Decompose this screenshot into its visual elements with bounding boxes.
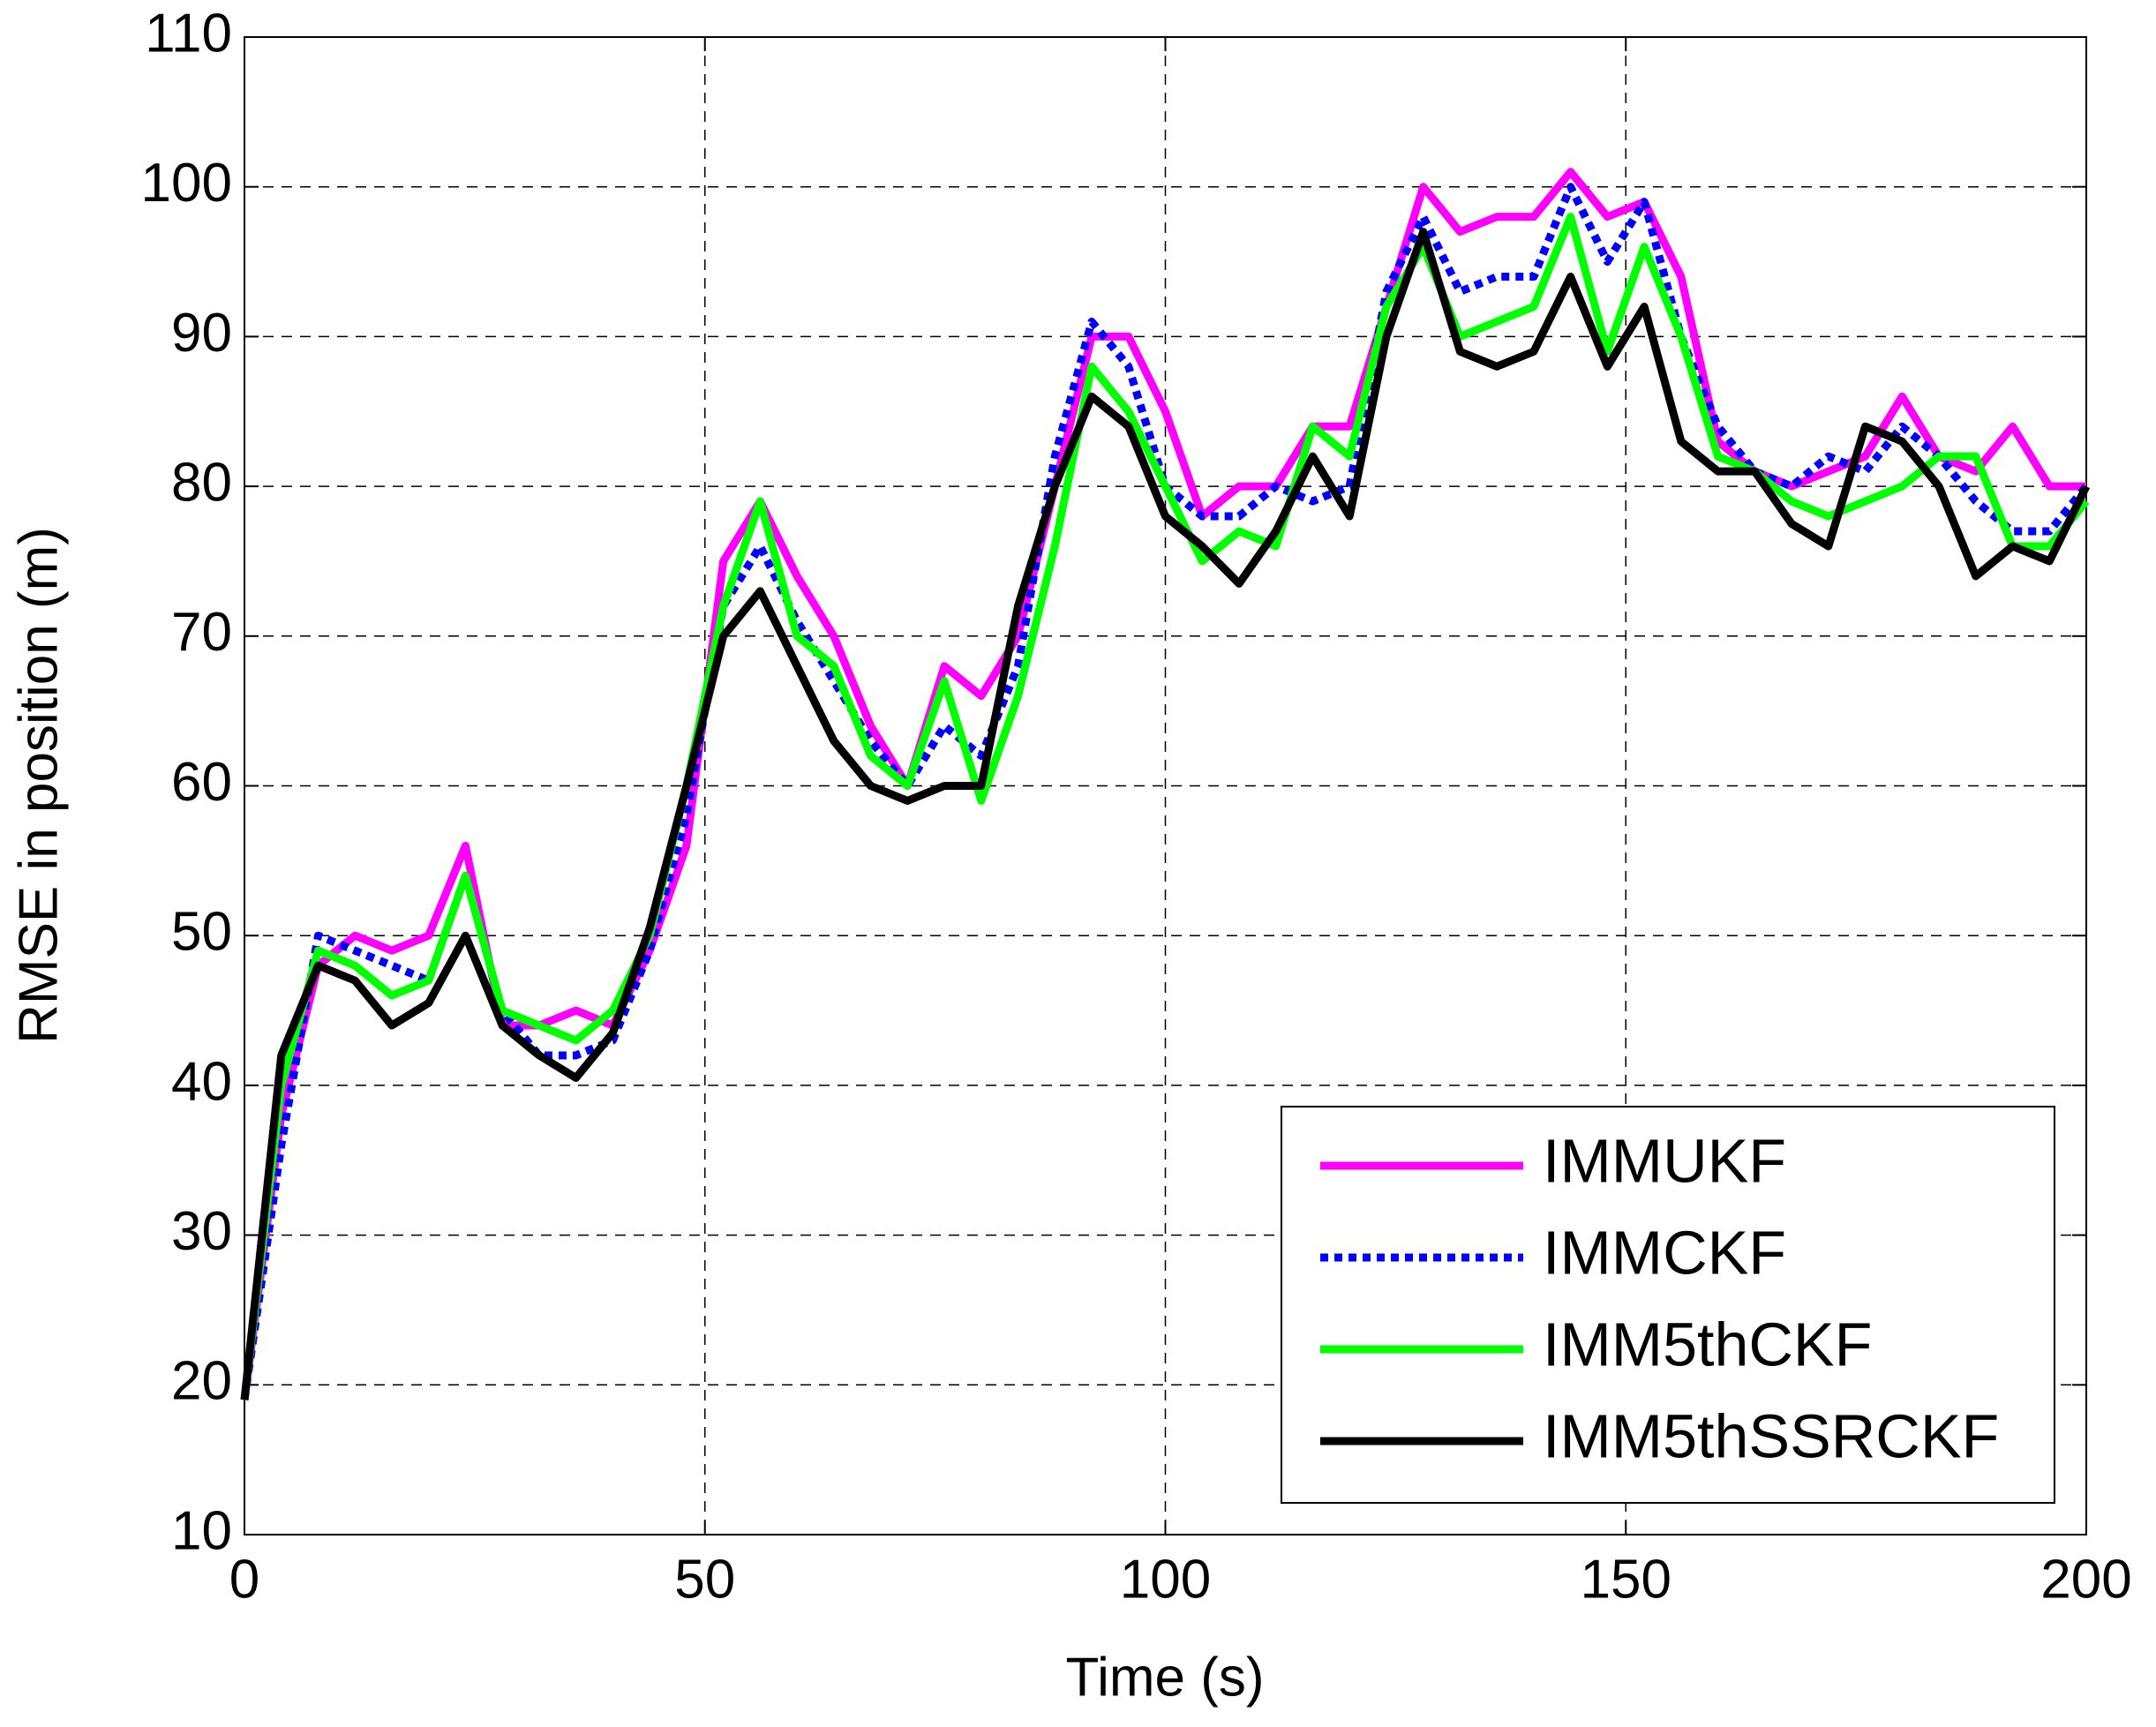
series-line [240, 168, 2086, 1400]
y-tick-label: 100 [141, 153, 232, 214]
y-tick-label: 60 [171, 752, 232, 813]
x-tick-label: 200 [2040, 1549, 2131, 1610]
x-tick-label: 150 [1581, 1549, 1671, 1610]
y-tick-label: 80 [171, 452, 232, 513]
y-tick-label: 40 [171, 1051, 232, 1112]
series-line [240, 228, 2091, 1400]
legend-label: IMM5thCKF [1543, 1310, 1872, 1378]
y-axis-label: RMSE in position (m) [8, 527, 69, 1044]
y-tick-label: 10 [171, 1500, 232, 1561]
x-tick-label: 50 [674, 1549, 735, 1610]
y-tick-label: 110 [145, 3, 232, 64]
y-tick-label: 90 [171, 303, 232, 364]
y-tick-label: 20 [171, 1351, 232, 1412]
x-axis-label: Time (s) [1066, 1647, 1265, 1708]
x-tick-label: 0 [229, 1549, 259, 1610]
legend-label: IMMCKF [1543, 1218, 1786, 1287]
y-tick-label: 70 [171, 602, 232, 663]
legend-label: IMMUKF [1543, 1126, 1786, 1195]
legend-box [1281, 1106, 2055, 1504]
legend-label: IMM5thSSRCKF [1543, 1401, 1999, 1470]
series-line [240, 213, 2090, 1400]
y-tick-label: 30 [171, 1201, 232, 1262]
x-tick-label: 100 [1120, 1549, 1211, 1610]
plot-frame [244, 36, 2087, 1536]
y-tick-label: 50 [171, 902, 232, 963]
